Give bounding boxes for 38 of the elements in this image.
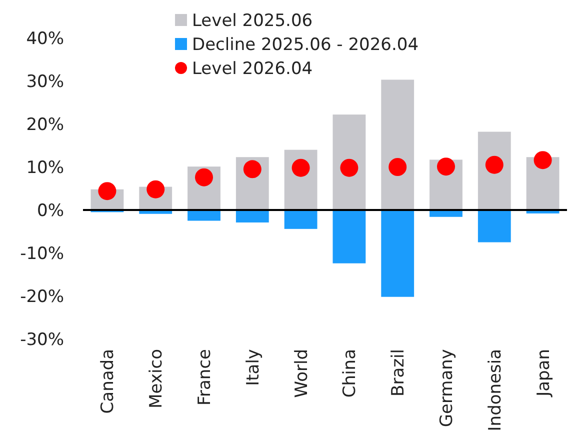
bar xyxy=(332,114,366,210)
x-tick-label: Mexico xyxy=(146,349,167,408)
legend-label: Level 2026.04 xyxy=(192,58,313,79)
y-tick-label: -20% xyxy=(20,286,64,307)
x-tick-label: World xyxy=(292,349,312,398)
point xyxy=(534,151,552,170)
x-tick-label: Brazil xyxy=(388,349,409,396)
legend-label: Decline 2025.06 - 2026.04 xyxy=(192,34,419,55)
y-tick-label: 0% xyxy=(37,200,64,221)
x-tick-label: Italy xyxy=(243,349,264,386)
point xyxy=(195,168,213,186)
bar xyxy=(478,210,511,242)
bar xyxy=(332,210,366,264)
point xyxy=(485,156,504,174)
bar xyxy=(381,210,414,297)
x-tick-label: France xyxy=(194,349,215,406)
point xyxy=(388,158,407,176)
y-tick-label: 40% xyxy=(26,28,64,49)
legend-label: Level 2025.06 xyxy=(192,10,313,31)
x-tick-label: Indonesia xyxy=(485,349,506,432)
bar xyxy=(284,210,318,229)
y-tick-label: -30% xyxy=(20,330,64,350)
bar xyxy=(478,132,511,210)
x-tick-label: Canada xyxy=(98,349,118,414)
x-tick-label: China xyxy=(340,349,360,398)
y-tick-label: 30% xyxy=(26,72,64,92)
bar xyxy=(236,210,269,222)
y-tick-label: -10% xyxy=(20,244,64,264)
point xyxy=(243,160,262,178)
point xyxy=(292,158,310,177)
bar xyxy=(381,80,414,210)
bar xyxy=(188,210,220,221)
point xyxy=(340,158,358,177)
y-tick-label: 20% xyxy=(26,114,64,135)
x-tick-label: Japan xyxy=(534,349,554,398)
point xyxy=(437,158,455,176)
x-tick-label: Germany xyxy=(436,349,457,428)
y-tick-label: 10% xyxy=(26,158,64,178)
